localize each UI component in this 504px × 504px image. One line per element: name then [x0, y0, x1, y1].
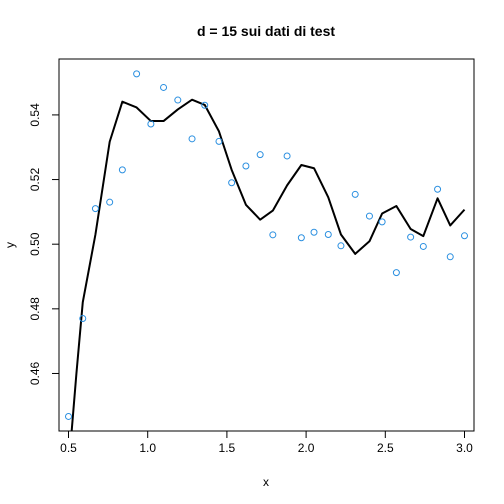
- y-tick-label: 0.46: [28, 361, 42, 385]
- data-point: [310, 228, 318, 236]
- data-point: [147, 120, 155, 128]
- data-point: [174, 96, 182, 104]
- x-tick-label: 2.5: [377, 441, 394, 455]
- data-point: [106, 198, 114, 206]
- y-tick-label: 0.48: [28, 297, 42, 321]
- chart-title: d = 15 sui dati di test: [197, 23, 335, 39]
- x-axis-label: x: [263, 475, 269, 489]
- data-point: [242, 162, 250, 170]
- data-point: [446, 253, 454, 261]
- data-point: [324, 230, 332, 238]
- data-point: [201, 101, 209, 109]
- data-point: [160, 83, 168, 91]
- data-point: [407, 233, 415, 241]
- data-point: [79, 315, 87, 323]
- data-point: [419, 242, 427, 250]
- data-point: [91, 205, 99, 213]
- data-point: [460, 232, 468, 240]
- data-point: [269, 231, 277, 239]
- x-tick-label: 2.0: [298, 441, 315, 455]
- x-axis: 0.5 1.0 1.5 2.0 2.5 3.0: [60, 431, 473, 455]
- plot-area: [65, 70, 468, 431]
- plot-frame: [58, 58, 475, 432]
- data-point: [118, 166, 126, 174]
- y-tick-label: 0.50: [28, 232, 42, 256]
- data-point: [133, 70, 141, 78]
- x-tick-label: 1.0: [139, 441, 156, 455]
- y-axis-label: y: [3, 242, 17, 248]
- data-point: [365, 212, 373, 220]
- data-point: [188, 135, 196, 143]
- y-tick-label: 0.52: [28, 168, 42, 192]
- y-tick-label: 0.54: [28, 103, 42, 127]
- data-point: [337, 242, 345, 250]
- data-point: [351, 190, 359, 198]
- x-tick-label: 0.5: [60, 441, 77, 455]
- data-point: [65, 412, 73, 420]
- x-tick-label: 1.5: [219, 441, 236, 455]
- data-point: [297, 234, 305, 242]
- y-axis: 0.46 0.48 0.50 0.52 0.54: [28, 103, 59, 385]
- data-point: [283, 152, 291, 160]
- data-point: [392, 269, 400, 277]
- data-point: [256, 151, 264, 159]
- data-point: [434, 185, 442, 193]
- fit-line: [70, 98, 466, 431]
- data-point: [228, 179, 236, 187]
- data-point: [215, 137, 223, 145]
- data-point: [378, 218, 386, 226]
- x-tick-label: 3.0: [456, 441, 473, 455]
